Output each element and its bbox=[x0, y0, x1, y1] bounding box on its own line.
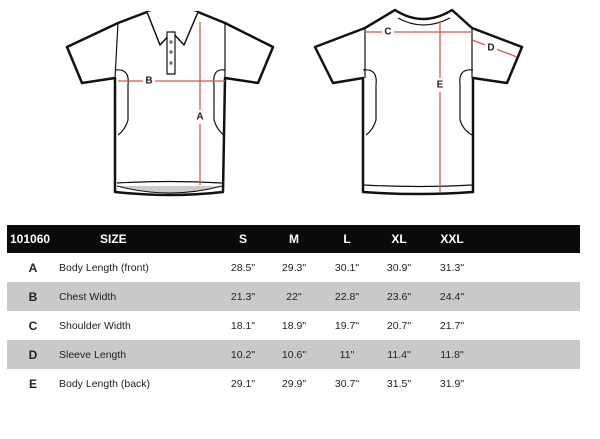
row-label: Body Length (back) bbox=[59, 377, 151, 390]
row-value: 31.5" bbox=[386, 377, 412, 390]
row-label: Chest Width bbox=[59, 290, 117, 303]
row-value: 20.7" bbox=[386, 319, 412, 332]
row-key: B bbox=[28, 289, 38, 304]
row-value: 30.1" bbox=[334, 261, 360, 274]
row-value: 10.2" bbox=[230, 348, 256, 361]
row-value: 18.9" bbox=[281, 319, 307, 332]
row-value: 29.9" bbox=[281, 377, 307, 390]
row-value: 28.5" bbox=[230, 261, 256, 274]
table-row: C Shoulder Width 18.1" 18.9" 19.7" 20.7" 21.7" bbox=[7, 311, 580, 340]
size-m: M bbox=[289, 232, 299, 246]
row-key: E bbox=[28, 376, 37, 391]
table-header: 101060 SIZE S M L XL XXL bbox=[7, 225, 580, 253]
shirt-diagram: A B C D E bbox=[65, 8, 524, 197]
product-code: 101060 bbox=[10, 232, 51, 246]
size-s: S bbox=[238, 232, 247, 246]
table-row: B Chest Width 21.3" 22" 22.8" 23.6" 24.4" bbox=[7, 282, 580, 311]
row-value: 30.7" bbox=[334, 377, 360, 390]
row-value: 31.3" bbox=[439, 261, 465, 274]
row-label: Body Length (front) bbox=[59, 261, 149, 274]
row-key: C bbox=[28, 318, 38, 333]
row-key: D bbox=[28, 347, 38, 362]
row-value: 11.4" bbox=[387, 348, 411, 361]
row-value: 29.1" bbox=[230, 377, 256, 390]
label-c: C bbox=[384, 27, 391, 38]
row-value: 22.8" bbox=[334, 290, 360, 303]
size-xl: XL bbox=[391, 232, 407, 246]
row-value: 22" bbox=[286, 290, 302, 303]
label-a: A bbox=[196, 112, 203, 123]
row-value: 18.1" bbox=[230, 319, 256, 332]
row-value: 31.9" bbox=[439, 377, 465, 390]
size-l: L bbox=[343, 232, 351, 246]
row-value: 30.9" bbox=[386, 261, 412, 274]
row-value: 24.4" bbox=[439, 290, 465, 303]
size-xxl: XXL bbox=[440, 232, 464, 246]
row-label: Shoulder Width bbox=[59, 319, 131, 332]
row-value: 11" bbox=[339, 348, 355, 361]
front-measurements bbox=[118, 22, 225, 185]
row-value: 19.7" bbox=[334, 319, 360, 332]
size-chart-table: 101060 SIZE S M L XL XXL A Body Length (f… bbox=[7, 225, 580, 398]
label-d: D bbox=[487, 43, 494, 54]
row-value: 10.6" bbox=[281, 348, 307, 361]
row-value: 21.7" bbox=[439, 319, 465, 332]
row-value: 29.3" bbox=[281, 261, 307, 274]
size-header: SIZE bbox=[100, 232, 127, 246]
front-shirt bbox=[65, 10, 275, 197]
row-value: 23.6" bbox=[386, 290, 412, 303]
row-value: 11.8" bbox=[440, 348, 464, 361]
table-row: E Body Length (back) 29.1" 29.9" 30.7" 31.5" 3… bbox=[7, 369, 580, 398]
row-key: A bbox=[28, 260, 38, 275]
table-row: A Body Length (front) 28.5" 29.3" 30.1" 30.9"… bbox=[7, 253, 580, 282]
row-value: 21.3" bbox=[230, 290, 256, 303]
back-shirt bbox=[313, 8, 524, 196]
label-e: E bbox=[437, 80, 444, 91]
table-row: D Sleeve Length 10.2" 10.6" 11" 11.4" 11.8" bbox=[7, 340, 580, 369]
label-b: B bbox=[145, 76, 152, 87]
row-label: Sleeve Length bbox=[59, 348, 127, 361]
